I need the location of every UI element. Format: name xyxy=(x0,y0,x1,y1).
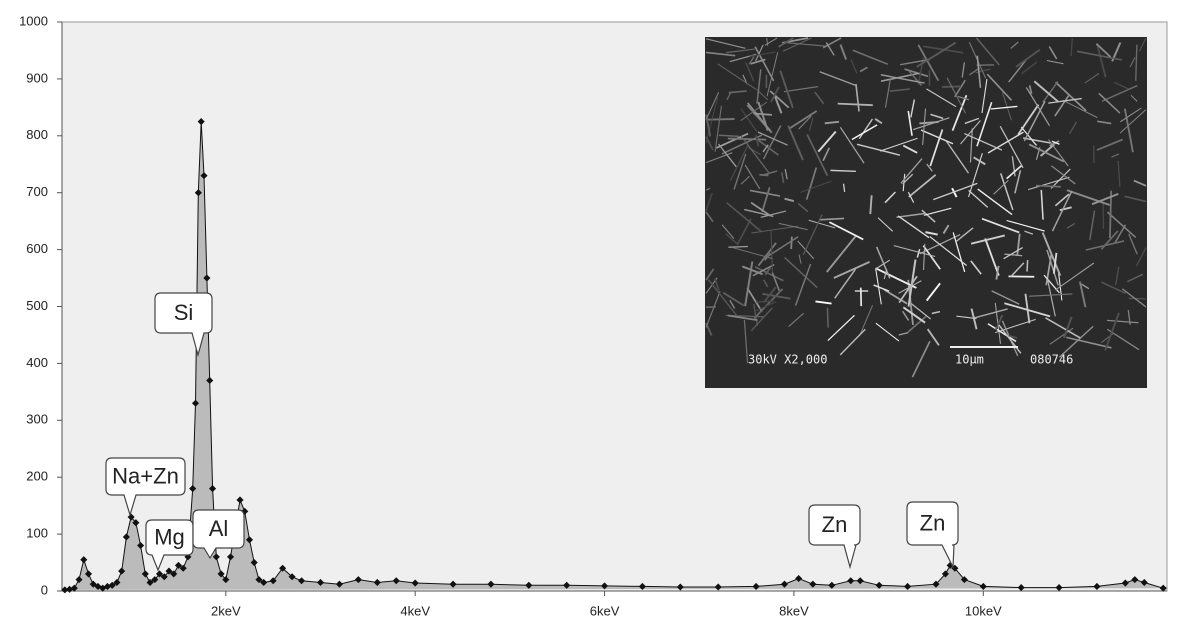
callout-label: Zn xyxy=(920,510,946,535)
inset-streak xyxy=(870,195,871,214)
x-tick-label: 6keV xyxy=(590,603,620,618)
inset-streak xyxy=(791,237,792,249)
inset-streak xyxy=(830,170,855,171)
y-tick-label: 0 xyxy=(41,582,48,597)
inset-background xyxy=(705,37,1147,388)
callout-label: Si xyxy=(174,300,194,325)
y-tick-label: 1000 xyxy=(19,13,48,28)
inset-label: 30kV X2,000 xyxy=(748,353,827,367)
inset-streak xyxy=(728,247,747,248)
y-tick-label: 800 xyxy=(26,127,48,142)
y-tick-label: 700 xyxy=(26,184,48,199)
inset-label: 10µm xyxy=(955,353,984,367)
inset-streak xyxy=(759,175,768,176)
callout-label: Zn xyxy=(822,512,848,537)
y-tick-label: 500 xyxy=(26,298,48,313)
x-tick-label: 2keV xyxy=(211,603,241,618)
x-tick-label: 10keV xyxy=(965,603,1002,618)
inset-streak xyxy=(827,308,828,328)
callout-label: Mg xyxy=(154,524,185,549)
y-tick-label: 200 xyxy=(26,469,48,484)
y-tick-label: 100 xyxy=(26,526,48,541)
inset-streak xyxy=(728,138,766,139)
callout-label: Na+Zn xyxy=(112,463,179,488)
x-tick-label: 8keV xyxy=(779,603,809,618)
inset-label: 080746 xyxy=(1030,353,1073,367)
x-tick-label: 4keV xyxy=(400,603,430,618)
inset-streak xyxy=(1027,260,1028,271)
inset-streak xyxy=(706,119,735,120)
callout-label: Al xyxy=(209,516,229,541)
sem-image: 30kV X2,000 10µm 080746 xyxy=(705,37,1147,388)
inset-streak xyxy=(756,301,773,302)
y-tick-label: 900 xyxy=(26,70,48,85)
y-tick-label: 400 xyxy=(26,355,48,370)
y-tick-label: 600 xyxy=(26,241,48,256)
y-tick-label: 300 xyxy=(26,412,48,427)
